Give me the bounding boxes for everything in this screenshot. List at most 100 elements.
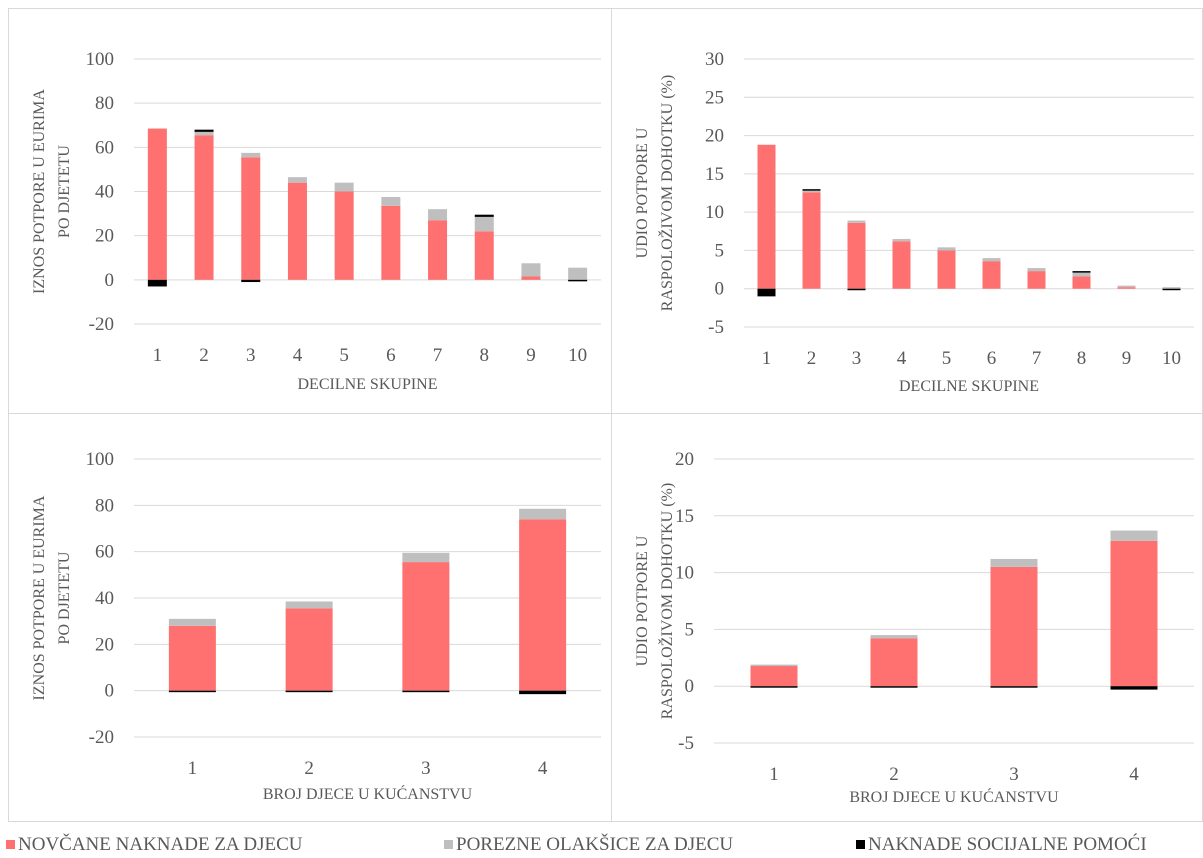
legend-item-social: NAKNADE SOCIJALNE POMOĆI [856,834,1147,856]
y-tick-label: 5 [715,240,725,261]
y-tick-label: 0 [105,681,115,702]
y-axis-title-line: RASPOLOŽIVOM DOHOTKU (%) [657,483,676,719]
bar-tax [870,635,918,639]
x-axis-title: BROJ DJECE U KUĆANSTVU [849,787,1059,806]
chart-3-svg: -20 0 20 40 60 80 100 1 2 3 4 BROJ DJECE U KUĆANSTV… [31,449,601,803]
y-tick-label: 40 [95,182,114,203]
bar-tax [990,558,1038,567]
bar-social [1162,288,1181,291]
y-axis-title-line: UDIO POTPORE U [634,127,651,258]
y-axis-title-line: IZNOS POTPORE U EURIMA [31,89,48,294]
bar-cash [1110,540,1158,687]
bar-cash [519,519,567,691]
bar-cash [990,566,1038,687]
bar-social [194,129,214,132]
bar-cash [892,241,911,289]
x-tick-label: 10 [568,345,587,366]
y-tick-label: -20 [89,314,114,335]
bar-cash [194,135,214,280]
y-tick-label: 25 [705,87,724,108]
y-tick-label: -5 [708,317,724,338]
y-tick-label: 0 [715,279,725,300]
bar-cash [168,625,216,691]
bar-social [147,279,167,287]
x-tick-label: 3 [1009,764,1019,785]
bar-cash [870,638,918,687]
bar-cash [802,192,821,289]
bar-social [241,279,261,283]
x-axis-title: DECILNE SKUPINE [899,378,1039,395]
y-axis-title-line: UDIO POTPORE U [634,535,651,666]
x-tick-label: 7 [433,345,443,366]
bar-cash [402,562,450,691]
x-tick-label: 9 [526,345,536,366]
y-tick-label: 60 [95,542,114,563]
bar-cash [1027,271,1046,289]
x-axis-title: BROJ DJECE U KUĆANSTVU [263,784,473,803]
bar-social [802,189,821,191]
bar-cash [521,276,541,280]
bar-tax [568,267,588,280]
bar-social [870,686,918,688]
chart-4-svg: -5 0 5 10 15 20 1 2 3 4 BROJ DJECE U KUĆANSTVU UDIO… [634,449,1194,806]
x-tick-label: 1 [153,345,163,366]
x-tick-label: 9 [1122,348,1132,369]
square-swatch-icon [444,840,453,849]
x-axis-title: DECILNE SKUPINE [298,376,438,393]
bar-social [847,288,866,291]
chart-2-svg: -5 0 5 10 15 20 25 30 1 2 3 4 5 6 7 8 9 10 DECILNE SKUPINE… [634,49,1194,395]
y-tick-label: 30 [705,49,724,70]
bar-social [474,214,494,217]
bar-tax [285,601,333,609]
legend-label-cash: NOVČANE NAKNADE ZA DJECU [18,834,303,855]
bar-tax [521,263,541,277]
y-tick-label: 10 [705,202,724,223]
bar-tax [847,220,866,223]
x-tick-label: 8 [1077,348,1087,369]
legend-label-social: NAKNADE SOCIJALNE POMOĆI [868,834,1147,855]
bar-cash [982,261,1001,289]
bar-tax [194,131,214,136]
y-tick-label: 20 [95,226,114,247]
bar-tax [1027,268,1046,272]
bar-tax [519,508,567,520]
x-tick-label: 6 [386,345,396,366]
bar-tax [1110,530,1158,541]
x-tick-label: 7 [1032,348,1042,369]
legend-item-cash: NOVČANE NAKNADE ZA DJECU [6,834,302,856]
bar-tax [287,177,307,183]
x-tick-label: 3 [246,345,256,366]
y-axis-title-line: RASPOLOŽIVOM DOHOTKU (%) [657,75,676,311]
bar-tax [1072,272,1091,277]
bar-tax [937,247,956,251]
x-tick-label: 8 [480,345,490,366]
bar-social [568,279,588,282]
y-axis-title-line: PO DJETETU [56,145,73,238]
bar-cash [381,205,401,280]
chart-panel-1: -20 0 20 40 60 80 100 1 2 3 4 5 6 7 8 9 10 DECILNE SKUPIN… [8,8,612,414]
bar-social [1072,271,1091,273]
bar-tax [381,197,401,206]
bar-cash [334,191,354,280]
x-tick-label: 4 [538,758,548,779]
bar-tax [334,182,354,192]
x-tick-label: 4 [293,345,303,366]
bar-social [757,288,776,297]
bar-cash [757,144,776,289]
bar-social [990,686,1038,688]
bar-social [519,690,567,695]
bar-tax [892,238,911,242]
y-axis-title-line: PO DJETETU [56,551,73,644]
x-tick-label: 2 [199,345,209,366]
y-tick-label: 40 [95,588,114,609]
x-tick-label: 5 [942,348,952,369]
y-tick-label: 80 [95,495,114,516]
square-swatch-icon [6,840,15,849]
y-tick-label: 60 [95,137,114,158]
bar-social [750,686,798,688]
bar-cash [937,250,956,289]
y-axis-title-line: IZNOS POTPORE U EURIMA [31,495,48,700]
x-tick-label: 1 [769,764,779,785]
x-tick-label: 6 [987,348,997,369]
bar-cash [147,128,167,280]
